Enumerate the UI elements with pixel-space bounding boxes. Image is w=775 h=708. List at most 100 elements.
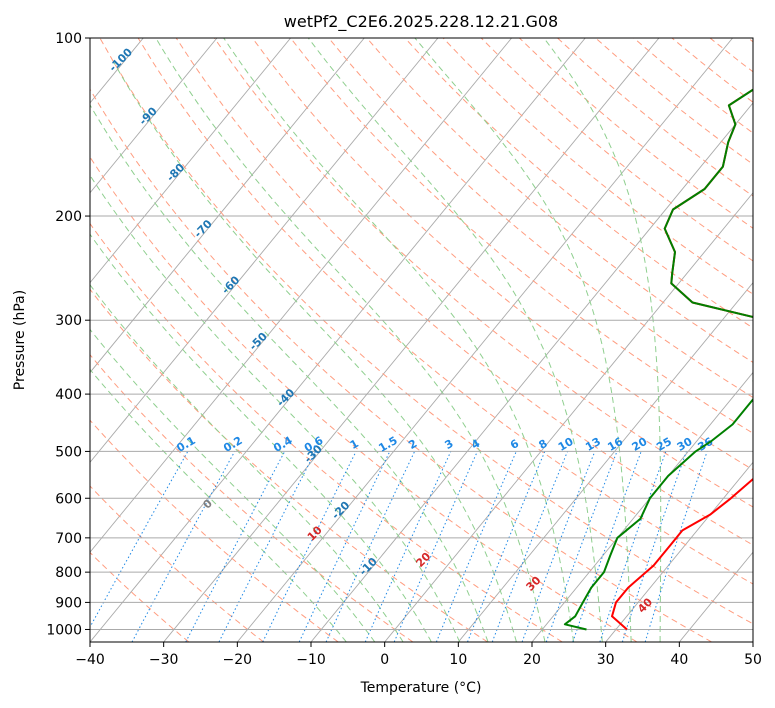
y-axis-label: Pressure (hPa) (12, 290, 28, 390)
isotherm-label: -40 (274, 386, 297, 409)
mixing-ratio-line (131, 451, 236, 642)
isotherm-line (90, 38, 512, 553)
plot-frame (89, 37, 754, 643)
moist-adiabat-line (113, 62, 517, 642)
mixing-ratio-line (644, 451, 708, 642)
x-tick-label: 0 (380, 652, 389, 668)
moist-adiabat-line (90, 328, 376, 642)
mixing-ratio-line (218, 451, 316, 642)
dry-adiabat-line (595, 38, 753, 165)
isotherm-label: -100 (106, 45, 135, 74)
isotherm-line (90, 38, 291, 284)
isotherm-line (0, 38, 70, 642)
dry-adiabat-line (137, 38, 753, 585)
x-tick-label: 30 (597, 652, 615, 668)
mixing-ratio-line (262, 451, 357, 642)
mixing-ratio-line (185, 451, 286, 642)
isotherm-line (90, 38, 218, 194)
dry-adiabat-label: 20 (413, 550, 433, 570)
dry-adiabat-line (90, 222, 563, 642)
dry-adiabat-line (709, 38, 753, 73)
dry-adiabat-label: 40 (635, 595, 655, 615)
moist-adiabat-line (155, 38, 546, 642)
dry-adiabat-line (90, 419, 339, 642)
isotherm-line (90, 38, 586, 642)
dry-adiabat-line (90, 354, 414, 642)
y-axis: 100 200 300 400 500 600 700 800 900 1000 (46, 31, 90, 638)
dry-adiabat-line (671, 38, 753, 103)
chart-title: wetPf2_C2E6.2025.228.12.21.G08 (284, 12, 558, 32)
mixing-ratio-line (545, 451, 618, 642)
dry-adiabat-line (251, 38, 753, 471)
isotherm-line (90, 38, 439, 464)
isotherm-label: -80 (164, 161, 187, 184)
moist-adiabat-line (90, 368, 347, 642)
moist-adiabat-line (223, 38, 575, 642)
isotherm-line (90, 38, 365, 374)
dry-adiabat-line (90, 485, 264, 642)
background-lines (0, 38, 753, 642)
dry-adiabat-line (175, 38, 753, 546)
y-tick-label: 500 (55, 444, 82, 460)
x-tick-label: 40 (670, 652, 688, 668)
y-tick-label: 200 (55, 209, 82, 225)
isotherm-line (605, 461, 753, 642)
dry-adiabat-line (90, 551, 190, 642)
moist-adiabat-line (307, 38, 603, 642)
moist-adiabat-line (543, 38, 662, 642)
x-tick-label: −30 (149, 652, 179, 668)
x-tick-label: 10 (449, 652, 467, 668)
y-tick-label: 1000 (46, 622, 82, 638)
isotherm-label: -20 (329, 498, 352, 521)
isotherm-label: -60 (219, 273, 242, 296)
x-tick-label: 20 (523, 652, 541, 668)
isotherm-line (752, 641, 753, 642)
isotherm-line (531, 371, 753, 642)
mixing-ratio-label: 3 (443, 437, 456, 452)
y-tick-label: 300 (55, 313, 82, 329)
mixing-ratio-line (572, 451, 642, 642)
dry-adiabat-line (213, 38, 753, 508)
y-tick-label: 700 (55, 531, 82, 547)
isotherm-line (163, 38, 660, 642)
moist-adiabat-line (414, 38, 632, 642)
moist-adiabat-line (90, 104, 489, 642)
dry-adiabat-line (480, 38, 753, 262)
isotherm-line (236, 38, 733, 642)
dewpoint-profile-line (563, 88, 753, 631)
x-tick-label: −40 (75, 652, 105, 668)
dry-adiabat-line (90, 156, 638, 642)
mixing-ratio-line (364, 451, 452, 642)
isotherm-line (678, 551, 753, 642)
isotherm-line (310, 102, 753, 642)
dry-adiabat-label: 30 (524, 573, 544, 593)
y-tick-label: 900 (55, 595, 82, 611)
y-tick-label: 600 (55, 491, 82, 507)
dry-adiabat-line (328, 38, 753, 399)
dry-adiabat-line (90, 288, 488, 642)
x-tick-label: −10 (296, 652, 326, 668)
mixing-ratio-line (491, 451, 568, 642)
mixing-ratio-line (521, 451, 596, 642)
dry-adiabat-line (99, 38, 753, 625)
mixing-ratio-line (90, 451, 189, 629)
dry-adiabat-line (747, 38, 753, 43)
mixing-ratio-line (298, 451, 391, 642)
y-tick-label: 100 (55, 31, 82, 47)
dry-adiabat-line (442, 38, 753, 295)
isotherm-line (457, 281, 753, 642)
mixing-ratio-line (435, 451, 517, 642)
profile-lines (563, 88, 753, 631)
isotherm-label: -90 (137, 104, 160, 127)
dry-adiabat-line (90, 88, 712, 642)
dry-adiabat-line (404, 38, 753, 329)
x-tick-label: −20 (223, 652, 253, 668)
mixing-ratio-label: 1 (348, 437, 361, 452)
x-axis: −40 −30 −20 −10 0 10 20 30 40 50 (75, 642, 762, 668)
mixing-ratio-label: 6 (508, 437, 521, 452)
isotherm-line (384, 192, 753, 642)
mixing-ratio-line (621, 451, 687, 642)
y-tick-label: 400 (55, 387, 82, 403)
dry-adiabat-label: 10 (305, 523, 325, 543)
